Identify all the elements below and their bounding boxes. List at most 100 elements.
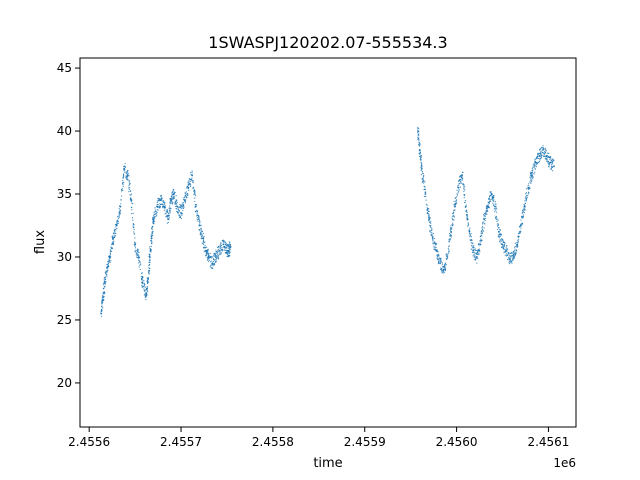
data-point [472,244,474,246]
data-point [473,245,475,247]
data-point [421,181,424,183]
data-point [133,231,135,233]
data-point [226,252,228,254]
x-tick-label: 2.4559 [344,435,386,449]
data-point [208,259,211,261]
data-point [226,252,229,254]
data-point [220,253,222,255]
data-point [107,269,109,271]
data-point [118,216,120,218]
data-point [481,227,483,229]
data-point [449,234,452,236]
data-point [454,204,456,207]
data-point [538,161,540,163]
data-point [196,213,198,215]
data-point [443,271,445,273]
data-point [169,205,171,207]
data-point [184,194,187,197]
data-point [187,187,189,189]
data-point [198,218,200,221]
data-point [524,202,526,204]
data-point [476,256,478,258]
data-point [487,201,489,204]
data-point [180,207,182,210]
data-point [166,215,168,217]
data-point [512,258,514,260]
data-point [491,198,493,200]
data-point [145,292,147,294]
data-point [182,198,185,201]
data-point [169,201,171,203]
data-point [503,251,505,254]
data-point [221,250,223,252]
data-point [478,248,480,250]
data-point [536,156,538,158]
data-point [424,181,426,183]
data-point [144,295,147,297]
data-point [199,221,201,223]
data-point [443,264,445,266]
data-point [224,242,226,244]
data-point [219,244,221,246]
data-point [212,260,214,262]
data-point [196,214,199,217]
data-point [488,201,491,203]
data-point [490,200,492,202]
data-point [165,216,167,218]
data-point [553,165,555,168]
data-point [128,179,130,182]
data-point [141,282,143,284]
data-point [204,247,206,249]
data-point [544,152,547,154]
data-point [472,249,475,252]
data-point [113,232,115,234]
data-point [150,237,153,239]
data-point [519,231,521,234]
data-point [553,159,555,161]
data-point [225,242,227,244]
data-point [151,232,153,235]
data-point [150,242,153,244]
data-point [432,239,434,241]
data-point [525,195,527,197]
data-point [446,257,448,260]
data-point [171,192,173,194]
data-point [192,181,194,184]
data-point [123,181,125,183]
data-point [549,156,552,158]
data-point [476,262,478,264]
data-point [100,312,103,315]
data-point [422,173,424,175]
data-point [146,289,149,291]
data-point [112,244,115,246]
data-point [431,235,433,237]
data-point [497,219,499,221]
data-point [507,258,510,260]
data-point [171,199,173,201]
data-point [533,166,536,168]
data-point [520,230,522,232]
data-point [525,200,527,202]
data-point [185,195,188,197]
data-point [108,261,110,263]
data-point [480,232,482,235]
data-point [215,249,217,251]
data-point [434,244,437,246]
data-point [220,248,223,251]
data-point [117,222,119,224]
data-point [178,214,181,216]
data-point [111,243,113,245]
data-point [541,154,543,157]
data-point [102,291,105,294]
data-point [447,248,449,250]
data-point [435,250,437,252]
data-point [176,199,178,201]
data-point [164,207,167,209]
data-point [447,246,450,248]
data-point [426,211,428,213]
data-point [186,193,189,195]
data-point [104,283,107,285]
data-point [117,217,120,219]
data-point [526,197,528,199]
data-point [131,202,133,204]
